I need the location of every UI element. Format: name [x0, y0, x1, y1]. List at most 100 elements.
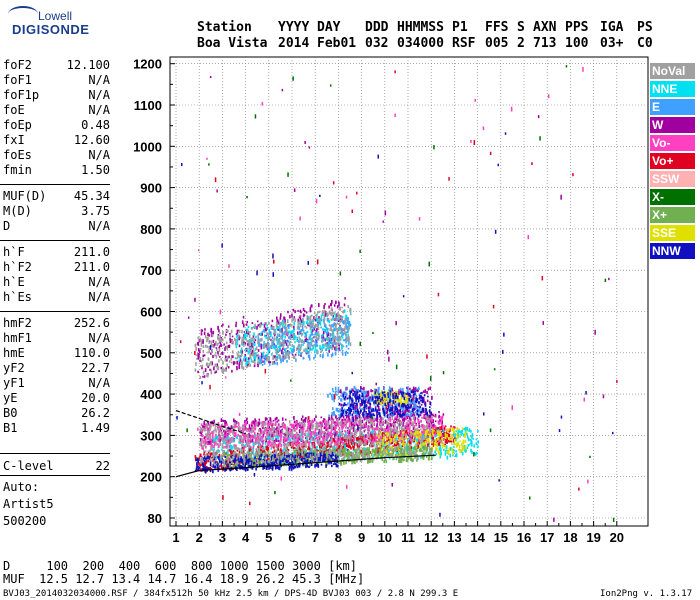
echo-point	[317, 440, 319, 444]
echo-point	[413, 400, 416, 404]
echo-point	[457, 428, 460, 430]
echo-point	[394, 398, 397, 401]
echo-point	[314, 446, 316, 450]
echo-point	[308, 442, 310, 447]
echo-point	[257, 364, 259, 368]
y-tick-label: 300	[140, 428, 162, 443]
echo-point	[440, 416, 442, 420]
echo-point	[303, 314, 306, 317]
echo-point	[313, 417, 316, 422]
echo-point	[430, 431, 433, 436]
echo-point	[337, 389, 340, 394]
echo-point	[349, 429, 351, 433]
echo-point	[225, 444, 228, 448]
echo-point	[238, 361, 241, 365]
auto-label: Auto:	[3, 480, 40, 494]
echo-point	[451, 443, 453, 446]
echo-point	[378, 453, 381, 456]
echo-point	[210, 439, 213, 442]
echo-point	[371, 444, 374, 448]
echo-point	[212, 433, 214, 437]
echo-point	[394, 403, 397, 407]
echo-point	[311, 337, 314, 340]
echo-point	[254, 441, 257, 445]
echo-point	[360, 452, 363, 457]
echo-point	[373, 418, 375, 423]
echo-point	[366, 401, 369, 404]
echo-point	[415, 445, 417, 448]
echo-point	[434, 441, 437, 444]
echo-point	[278, 356, 281, 360]
echo-point	[406, 426, 408, 430]
echo-point	[324, 324, 327, 329]
echo-point	[331, 317, 334, 320]
echo-point	[326, 330, 329, 334]
echo-point	[291, 313, 293, 318]
echo-point	[350, 437, 353, 441]
echo-point	[296, 336, 298, 340]
echo-point	[266, 353, 268, 358]
echo-point	[210, 327, 212, 331]
echo-point	[300, 455, 302, 460]
echo-point	[299, 338, 301, 341]
echo-point	[269, 455, 271, 458]
echo-point	[428, 452, 430, 456]
y-tick-label: 700	[140, 263, 162, 278]
echo-point	[394, 441, 397, 444]
echo-point	[375, 388, 378, 393]
echo-point	[330, 435, 333, 438]
echo-point	[389, 419, 392, 423]
echo-point	[387, 438, 390, 443]
echo-point	[251, 422, 253, 427]
echo-point	[371, 441, 373, 446]
echo-point	[243, 335, 246, 340]
echo-point	[338, 427, 341, 431]
echo-point	[417, 437, 420, 440]
echo-point	[340, 315, 342, 318]
echo-point	[374, 431, 377, 434]
echo-point	[385, 404, 387, 407]
echo-point	[336, 430, 338, 435]
hdr-label-pps: PPS	[565, 20, 589, 35]
echo-point	[297, 450, 299, 455]
echo-point	[328, 439, 331, 442]
echo-point	[434, 439, 437, 442]
echo-point	[333, 328, 336, 332]
echo-point	[336, 313, 338, 318]
echo-point	[388, 436, 391, 439]
echo-point	[271, 336, 274, 340]
echo-point	[327, 343, 330, 346]
echo-point	[295, 450, 298, 454]
echo-point	[388, 392, 391, 396]
echo-point	[307, 433, 309, 437]
echo-point	[254, 339, 257, 342]
echo-point	[436, 437, 439, 441]
echo-point	[276, 459, 278, 462]
echo-point	[366, 398, 369, 400]
echo-point	[419, 445, 421, 448]
echo-point	[305, 349, 307, 354]
echo-point	[301, 430, 303, 434]
echo-point	[345, 314, 347, 319]
echo-point	[418, 435, 421, 440]
echo-point	[280, 345, 282, 348]
echo-point	[402, 409, 405, 412]
echo-point	[377, 406, 380, 411]
hdr-value-station: Boa Vista	[197, 36, 268, 51]
echo-point	[367, 396, 370, 399]
echo-point	[367, 448, 370, 453]
param-value: 20.0	[81, 391, 110, 405]
echo-point	[217, 328, 219, 330]
echo-point	[455, 437, 458, 440]
echo-point	[441, 415, 444, 419]
echo-point	[399, 430, 402, 434]
echo-point	[353, 409, 355, 413]
echo-point	[403, 410, 405, 415]
y-tick-label: 800	[140, 222, 162, 237]
echo-point	[424, 389, 427, 394]
echo-point	[302, 419, 305, 423]
echo-point	[378, 441, 380, 443]
echo-point	[461, 451, 464, 456]
echo-point	[322, 347, 325, 349]
echo-point	[234, 419, 236, 424]
